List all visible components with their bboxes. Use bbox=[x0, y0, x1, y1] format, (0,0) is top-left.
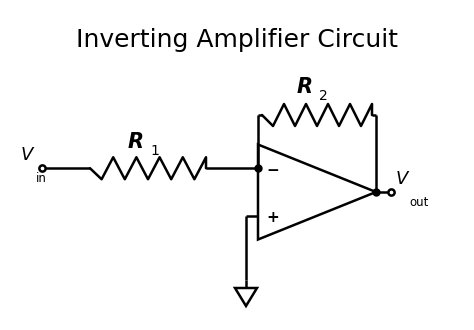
Text: −: − bbox=[266, 163, 279, 178]
Text: V: V bbox=[21, 146, 33, 164]
Text: Inverting Amplifier Circuit: Inverting Amplifier Circuit bbox=[76, 28, 398, 52]
Text: in: in bbox=[36, 172, 47, 185]
Text: +: + bbox=[266, 210, 279, 225]
Text: 2: 2 bbox=[319, 89, 328, 103]
Text: R: R bbox=[297, 77, 313, 97]
Text: V: V bbox=[396, 170, 409, 188]
Text: out: out bbox=[409, 196, 428, 209]
Text: R: R bbox=[128, 132, 144, 152]
Text: 1: 1 bbox=[150, 144, 159, 158]
